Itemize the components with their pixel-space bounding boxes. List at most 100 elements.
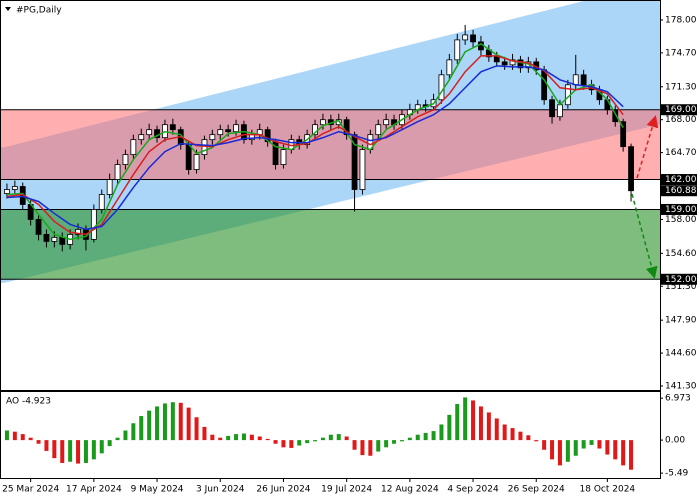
candle-body — [280, 149, 287, 165]
histogram-bar — [257, 436, 262, 441]
candle-body — [122, 154, 129, 165]
histogram-bar — [384, 440, 389, 448]
x-tick-label: 3 Jun 2024 — [196, 485, 245, 495]
price-panel — [1, 1, 660, 284]
y-tick-label: 158.00 — [665, 215, 697, 225]
histogram-bar — [542, 440, 547, 450]
histogram-bar — [289, 440, 294, 448]
histogram-bar — [68, 440, 73, 462]
candle-body — [343, 119, 350, 136]
histogram-bar — [320, 437, 325, 441]
price-level-box — [661, 185, 697, 197]
histogram-bar — [218, 437, 223, 441]
histogram-bar — [407, 437, 412, 441]
histogram-bar — [139, 416, 144, 441]
histogram-bar — [478, 406, 483, 441]
histogram-bar — [83, 440, 88, 463]
histogram-bar — [565, 440, 570, 462]
candle-body — [549, 99, 555, 118]
candle-body — [185, 144, 192, 170]
histogram-bar — [226, 435, 231, 441]
price-level-label: 152.00 — [665, 275, 697, 285]
histogram-bar — [20, 434, 25, 441]
histogram-bar — [613, 440, 618, 460]
histogram-bar — [629, 440, 634, 470]
y-tick-label: 164.70 — [665, 148, 697, 158]
histogram-bar — [439, 424, 444, 441]
candle-body — [217, 129, 224, 136]
histogram-bar — [463, 397, 468, 441]
candle-body — [59, 236, 66, 245]
y-tick-label: 178.00 — [665, 15, 697, 25]
indicator-title: AO -4.923 — [6, 397, 51, 407]
histogram-bar — [155, 406, 160, 441]
histogram-bar — [328, 434, 333, 441]
histogram-bar — [60, 440, 65, 463]
candle-body — [51, 236, 58, 242]
candle-body — [43, 233, 50, 242]
price-level-box — [661, 174, 697, 186]
histogram-bar — [486, 412, 491, 441]
histogram-bar — [91, 440, 96, 460]
histogram-bar — [249, 434, 254, 441]
histogram-bar — [210, 434, 215, 441]
histogram-bar — [550, 440, 555, 460]
candle-body — [509, 59, 516, 66]
histogram-bar — [368, 440, 373, 456]
candle-body — [138, 134, 145, 141]
candle-body — [470, 34, 476, 43]
candle-body — [620, 121, 627, 148]
y-tick-label: 144.60 — [665, 349, 697, 359]
x-tick-label: 9 May 2024 — [131, 485, 184, 495]
x-tick-label: 25 Mar 2024 — [2, 485, 59, 495]
candle-body — [90, 209, 97, 240]
candle-body — [580, 74, 587, 86]
candle-body — [11, 186, 18, 190]
candle-body — [169, 124, 176, 131]
histogram-bar — [52, 440, 57, 459]
candle-body — [106, 179, 113, 195]
histogram-bar — [273, 440, 278, 444]
price-level-box — [661, 273, 697, 285]
x-tick-label: 19 Jul 2024 — [321, 485, 372, 495]
histogram-bar — [534, 440, 539, 442]
forecast-arrow-down — [631, 193, 658, 279]
candle-body — [454, 39, 461, 61]
candle-body — [493, 56, 500, 63]
histogram-bar — [99, 440, 104, 454]
histogram-bar — [12, 431, 17, 441]
candle-body — [130, 139, 137, 156]
x-tick-label: 4 Sep 2024 — [447, 485, 499, 495]
indicator-frame — [0, 391, 661, 479]
indicator-y-tick-label: 0.00 — [665, 436, 685, 446]
y-tick-label: 171.30 — [665, 82, 697, 92]
histogram-bar — [186, 407, 191, 441]
x-tick-label: 17 Apr 2024 — [66, 485, 122, 495]
candle-body — [225, 129, 232, 133]
price-level-label: 162.00 — [665, 175, 697, 185]
histogram-bar — [415, 434, 420, 441]
candle-body — [375, 124, 382, 136]
moving-average — [6, 65, 624, 231]
histogram-bar — [399, 440, 404, 442]
candle-body — [446, 59, 453, 76]
histogram-bar — [526, 435, 531, 441]
histogram-bar — [28, 437, 33, 441]
histogram-bar — [376, 440, 381, 452]
histogram-bar — [107, 440, 112, 447]
x-tick-label: 26 Jun 2024 — [256, 485, 310, 495]
histogram-bar — [336, 434, 341, 441]
histogram-bar — [131, 423, 136, 441]
price-level-box — [661, 203, 697, 215]
y-tick-label: 151.30 — [665, 282, 697, 292]
candle-body — [517, 59, 524, 69]
candle-body — [359, 149, 366, 190]
histogram-bar — [147, 410, 152, 441]
histogram-bar — [4, 430, 9, 441]
candle-body — [233, 124, 239, 133]
y-tick-label: 154.60 — [665, 249, 697, 259]
histogram-bar — [621, 440, 626, 466]
x-tick-label: 26 Sep 2024 — [508, 485, 565, 495]
